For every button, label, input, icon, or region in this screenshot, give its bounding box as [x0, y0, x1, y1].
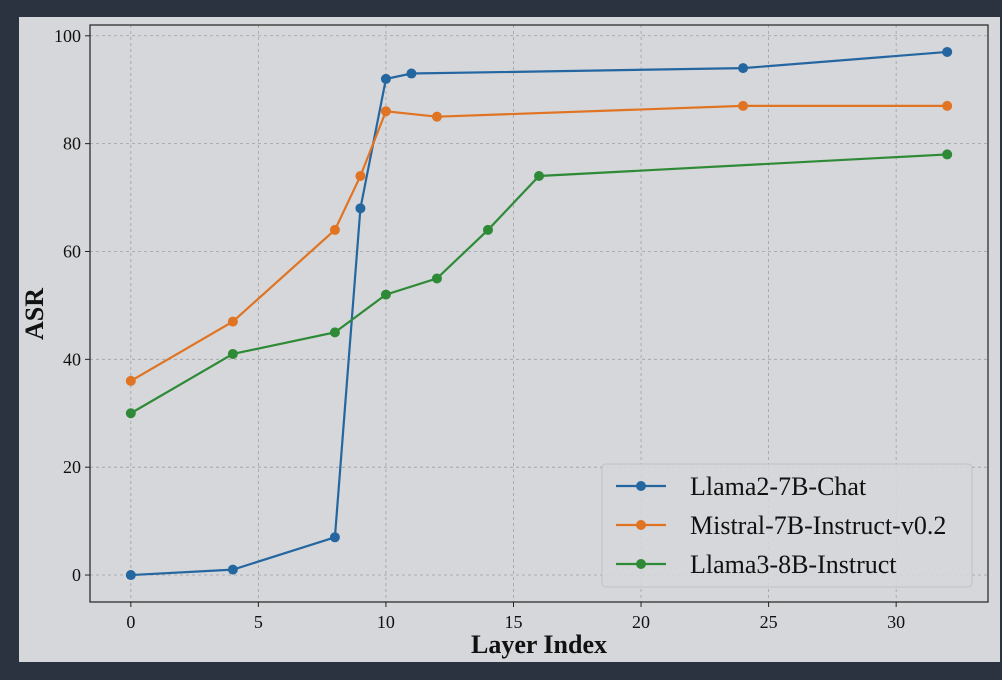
- data-point: [125, 570, 136, 581]
- grid: [90, 25, 988, 602]
- legend-item: Llama2-7B-Chat: [616, 472, 867, 501]
- y-tick-label: 80: [63, 134, 81, 154]
- data-point: [380, 106, 391, 117]
- x-tick-label: 20: [632, 612, 650, 632]
- data-point: [431, 111, 442, 122]
- data-point: [738, 63, 749, 74]
- legend-item: Llama3-8B-Instruct: [616, 550, 897, 579]
- data-point: [125, 375, 136, 386]
- data-point: [738, 100, 749, 111]
- x-tick-label: 0: [126, 612, 135, 632]
- data-point: [431, 273, 442, 284]
- x-tick-label: 5: [254, 612, 263, 632]
- series-line: [130, 104, 948, 382]
- data-point: [942, 100, 953, 111]
- series-layer: [125, 46, 953, 581]
- data-point: [227, 348, 238, 359]
- data-point: [406, 68, 417, 79]
- data-point: [942, 149, 953, 160]
- data-point: [942, 46, 953, 57]
- x-tick-label: 25: [760, 612, 778, 632]
- data-point: [329, 327, 340, 338]
- y-tick-label: 100: [54, 26, 81, 46]
- figure: 0 5 10 15 20 25 30 0 20 40 60 80 100 Layer Index ASR…: [19, 17, 1000, 662]
- legend-marker: [636, 559, 646, 569]
- x-tick-label: 10: [377, 612, 395, 632]
- legend-label: Mistral-7B-Instruct-v0.2: [690, 511, 946, 540]
- series-3: [125, 149, 953, 419]
- data-point: [355, 203, 366, 214]
- y-tick-label: 20: [63, 457, 81, 477]
- legend-label: Llama2-7B-Chat: [690, 472, 867, 501]
- legend-marker: [636, 481, 646, 491]
- legend: Llama2-7B-Chat Mistral-7B-Instruct-v0.2 Ll…: [601, 463, 973, 588]
- legend-item: Mistral-7B-Instruct-v0.2: [616, 511, 946, 540]
- x-tick-label: 15: [504, 612, 522, 632]
- x-tick-label: 30: [887, 612, 905, 632]
- y-tick-label: 0: [72, 565, 81, 585]
- legend-box: [601, 463, 973, 588]
- line-chart: 0 5 10 15 20 25 30 0 20 40 60 80 100 Layer Index ASR…: [20, 24, 989, 659]
- x-axis-label: Layer Index: [471, 630, 607, 659]
- legend-marker: [636, 520, 646, 530]
- data-point: [380, 73, 391, 84]
- y-tick-label: 40: [63, 349, 81, 369]
- data-point: [355, 170, 366, 181]
- data-point: [125, 408, 136, 419]
- y-axis-label: ASR: [20, 288, 49, 340]
- data-point: [482, 224, 493, 235]
- plot-frame: [89, 24, 989, 603]
- data-point: [227, 564, 238, 575]
- series-line: [130, 153, 948, 415]
- data-point: [227, 316, 238, 327]
- data-point: [329, 532, 340, 543]
- data-point: [534, 170, 544, 181]
- legend-label: Llama3-8B-Instruct: [690, 550, 897, 579]
- ticks: 0 5 10 15 20 25 30 0 20 40 60 80 100: [54, 26, 905, 632]
- data-point: [380, 289, 391, 300]
- data-point: [329, 224, 340, 235]
- y-tick-label: 60: [63, 241, 81, 261]
- series-2: [125, 100, 953, 386]
